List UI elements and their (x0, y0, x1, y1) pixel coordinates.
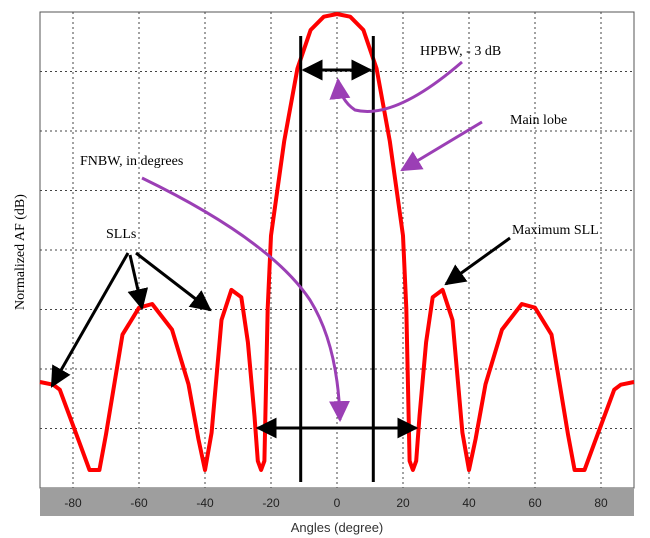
hpbw-pointer-arrow (329, 60, 463, 113)
main-lobe-label: Main lobe (510, 113, 567, 128)
hpbw-label: HPBW, - 3 dB (420, 44, 501, 59)
x-tick-label-3: -20 (262, 496, 280, 510)
slls-label: SLLs (106, 227, 136, 242)
x-tick-labels: -80 -60 -40 -20 0 20 40 60 80 (64, 496, 608, 510)
main-lobe-pointer-arrow (400, 120, 483, 172)
max-sll-arrow (444, 236, 511, 286)
x-tick-label-2: -40 (196, 496, 214, 510)
grid (40, 12, 634, 488)
sll-arrow-2 (127, 254, 149, 311)
x-tick-label-1: -60 (130, 496, 148, 510)
fnbw-pointer-arrow (141, 176, 350, 423)
fnbw-label: FNBW, in degrees (80, 154, 183, 169)
x-tick-label-7: 60 (528, 496, 542, 510)
sll-arrow-3 (135, 251, 212, 312)
y-axis-label: Normalized AF (dB) (13, 194, 28, 310)
max-sll-label: Maximum SLL (512, 223, 599, 238)
x-tick-label-6: 40 (462, 496, 476, 510)
x-axis-label: Angles (degree) (291, 520, 384, 535)
x-tick-label-8: 80 (594, 496, 608, 510)
x-tick-label-4: 0 (334, 496, 341, 510)
x-axis-band (40, 488, 634, 516)
x-tick-label-5: 20 (396, 496, 410, 510)
af-curve (39, 12, 635, 472)
sll-arrow-1 (50, 252, 130, 388)
x-tick-label-0: -80 (64, 496, 82, 510)
